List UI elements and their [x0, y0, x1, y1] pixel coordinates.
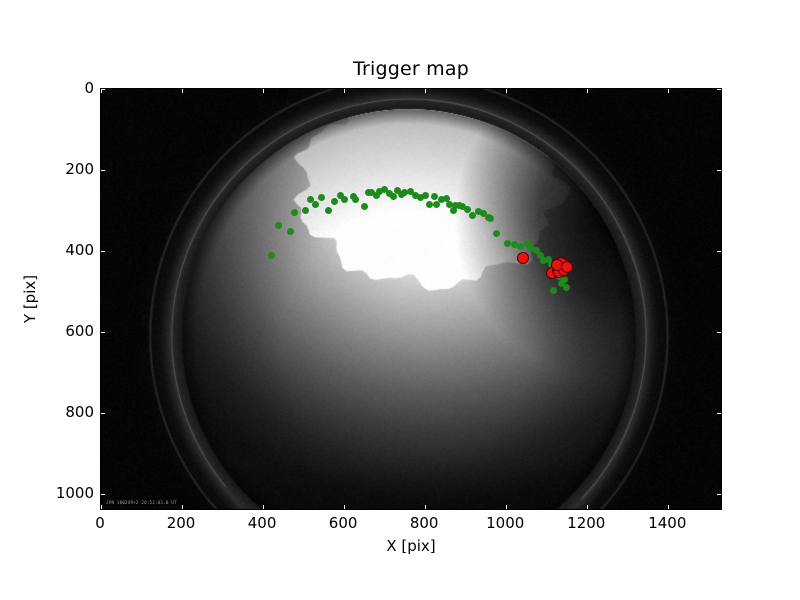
x-tick-label: 400: [248, 514, 277, 532]
trigger-marker: [302, 207, 309, 214]
x-tick-mark: [263, 89, 264, 93]
x-tick-mark: [587, 89, 588, 93]
x-tick-mark: [182, 505, 183, 509]
y-tick-label: 200: [94, 160, 123, 178]
x-tick-mark: [506, 89, 507, 93]
chart-title: Trigger map: [100, 58, 722, 80]
trigger-marker: [550, 287, 557, 294]
all-sky-image: [101, 89, 722, 510]
figure-canvas: Trigger map JPN 180249+2 20:52:03.0 UT 0…: [0, 0, 800, 600]
x-tick-mark: [425, 89, 426, 93]
y-tick-label: 800: [94, 403, 123, 421]
x-axis-label: X [pix]: [100, 537, 722, 555]
y-axis-label: Y [pix]: [21, 269, 39, 329]
trigger-marker: [268, 252, 275, 259]
x-tick-label: 1400: [648, 514, 686, 532]
x-tick-label: 0: [95, 514, 105, 532]
trigger-marker: [431, 193, 438, 200]
y-tick-label: 600: [94, 322, 123, 340]
y-tick-mark: [717, 251, 721, 252]
x-tick-label: 200: [167, 514, 196, 532]
y-tick-label: 0: [94, 79, 104, 97]
x-tick-label: 1200: [567, 514, 605, 532]
y-tick-mark: [717, 413, 721, 414]
x-tick-mark: [344, 505, 345, 509]
x-tick-mark: [101, 505, 102, 509]
x-tick-mark: [425, 505, 426, 509]
x-tick-label: 600: [329, 514, 358, 532]
x-tick-mark: [668, 89, 669, 93]
x-tick-mark: [506, 505, 507, 509]
trigger-marker: [361, 203, 368, 210]
x-tick-label: 1000: [486, 514, 524, 532]
trigger-marker: [341, 196, 348, 203]
x-tick-mark: [587, 505, 588, 509]
y-tick-mark: [717, 89, 721, 90]
y-tick-label: 1000: [94, 484, 132, 502]
selected-trigger-marker: [561, 261, 573, 273]
x-tick-mark: [668, 505, 669, 509]
trigger-marker: [422, 192, 429, 199]
x-tick-label: 800: [410, 514, 439, 532]
trigger-marker: [426, 201, 433, 208]
x-tick-mark: [344, 89, 345, 93]
x-tick-mark: [263, 505, 264, 509]
y-tick-label: 400: [94, 241, 123, 259]
y-tick-mark: [717, 494, 721, 495]
y-tick-mark: [717, 170, 721, 171]
y-tick-mark: [717, 332, 721, 333]
trigger-marker: [275, 222, 282, 229]
trigger-marker: [504, 240, 511, 247]
plot-axes: JPN 180249+2 20:52:03.0 UT: [100, 88, 722, 510]
trigger-marker: [325, 207, 332, 214]
x-tick-mark: [182, 89, 183, 93]
